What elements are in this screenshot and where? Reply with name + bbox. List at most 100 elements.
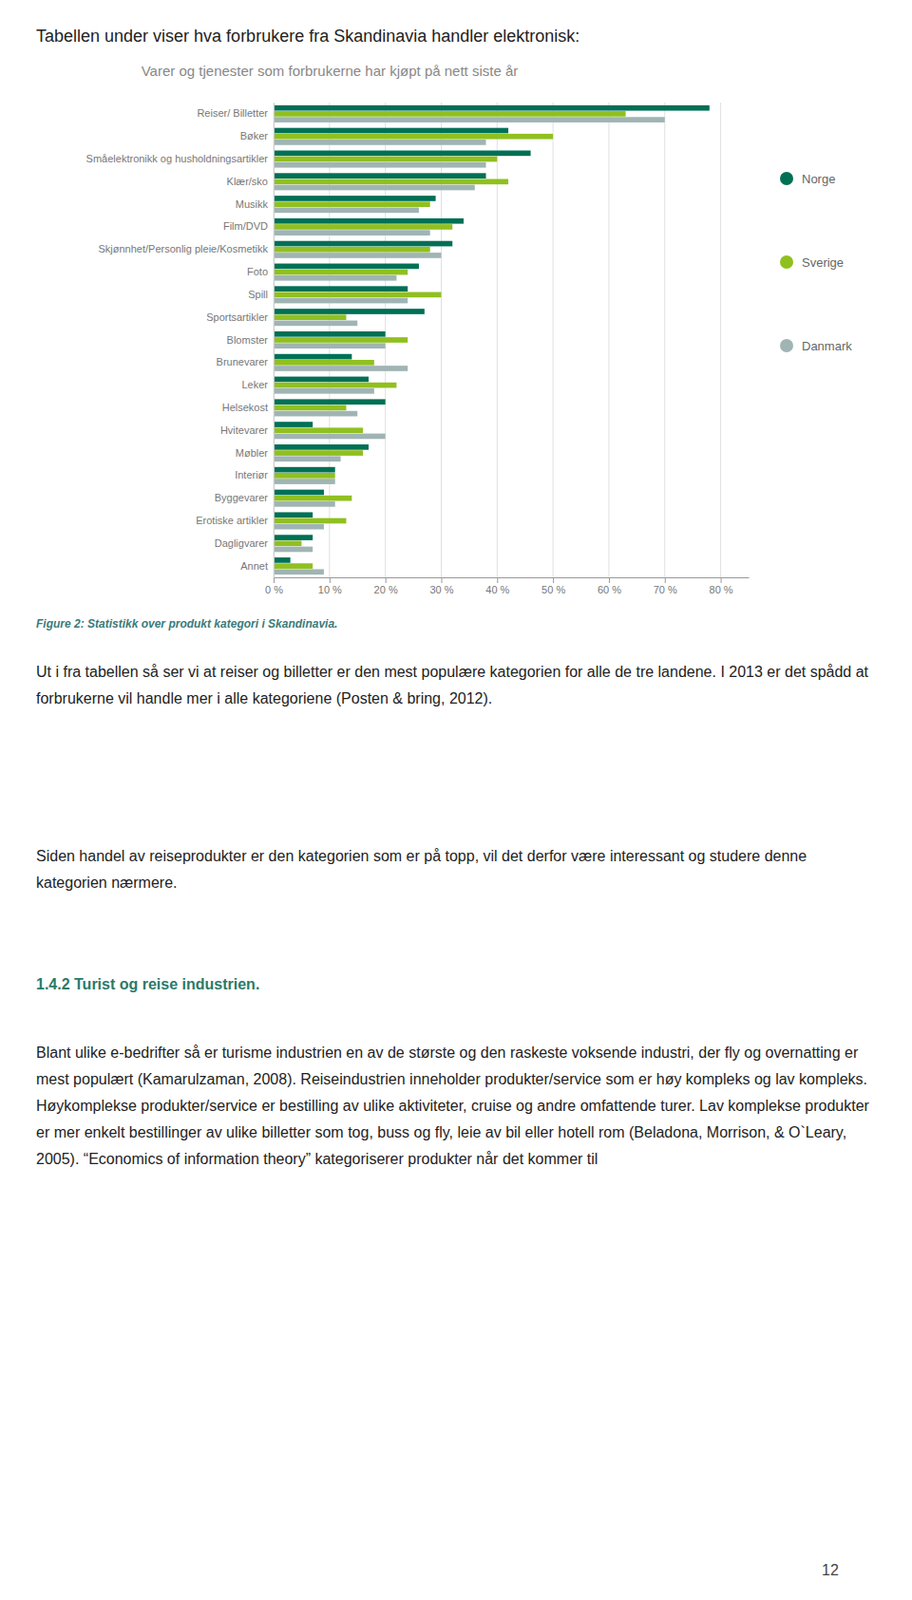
bar bbox=[273, 405, 346, 412]
chart-title: Varer og tjenester som forbrukerne har k… bbox=[141, 62, 519, 79]
y-tick: Bøker bbox=[240, 130, 269, 142]
y-tick: Leker bbox=[241, 379, 268, 391]
bar bbox=[273, 490, 324, 496]
bar bbox=[273, 105, 710, 112]
y-tick-label: Hvitevarer bbox=[220, 424, 268, 437]
bar bbox=[273, 337, 408, 343]
x-axis: 0 %10 %20 %30 %40 %50 %60 %70 %80 % bbox=[265, 577, 749, 596]
x-tick-mark bbox=[665, 577, 666, 584]
y-tick: Byggevarer bbox=[214, 492, 269, 504]
x-tick-label: 30 % bbox=[429, 584, 454, 596]
y-tick: Småelektronikk og husholdningsartikler bbox=[86, 152, 269, 165]
heading: Tabellen under viser hva forbrukere fra … bbox=[36, 26, 875, 47]
y-tick: Hvitevarer bbox=[220, 424, 268, 437]
grid-line bbox=[496, 102, 498, 578]
legend-swatch bbox=[779, 255, 794, 269]
y-axis: Reiser/ BilletterBøkerSmåelektronikk og … bbox=[86, 103, 275, 579]
bar bbox=[273, 308, 425, 315]
paragraph: Ut i fra tabellen så ser vi at reiser og… bbox=[36, 659, 875, 713]
bar bbox=[273, 377, 369, 383]
bar bbox=[273, 427, 363, 434]
x-tick-mark bbox=[440, 577, 442, 584]
bar bbox=[273, 224, 453, 230]
bar bbox=[273, 150, 532, 156]
bar-series bbox=[273, 116, 665, 575]
bar bbox=[273, 388, 375, 395]
bar bbox=[273, 411, 358, 418]
x-tick-label: 50 % bbox=[541, 584, 566, 596]
bar bbox=[273, 162, 487, 169]
bar bbox=[273, 298, 408, 304]
x-tick-mark bbox=[385, 577, 387, 584]
x-tick: 60 % bbox=[597, 577, 622, 596]
bar bbox=[273, 495, 352, 502]
bar bbox=[273, 540, 302, 547]
bar bbox=[273, 264, 419, 270]
legend-label: Danmark bbox=[801, 339, 853, 354]
legend-item: Danmark bbox=[779, 339, 853, 354]
x-tick: 50 % bbox=[541, 577, 566, 596]
x-tick-mark bbox=[329, 577, 331, 584]
y-tick: Spill bbox=[247, 288, 268, 301]
x-tick: 0 % bbox=[265, 577, 284, 596]
grid-line bbox=[552, 102, 554, 578]
y-tick-label: Spill bbox=[247, 288, 268, 301]
legend-item: Sverige bbox=[779, 255, 844, 270]
bar bbox=[273, 241, 453, 247]
bar bbox=[273, 133, 553, 140]
y-tick-label: Sportsartikler bbox=[206, 311, 268, 323]
y-tick: Helsekost bbox=[222, 401, 268, 414]
y-tick-label: Musikk bbox=[235, 198, 269, 210]
bar bbox=[273, 450, 363, 456]
legend-label: Norge bbox=[801, 171, 836, 187]
plot: 0 %10 %20 %30 %40 %50 %60 %70 %80 %Reise… bbox=[86, 102, 750, 596]
y-tick-label: Annet bbox=[240, 560, 268, 572]
bar bbox=[273, 365, 408, 372]
bar bbox=[273, 139, 487, 146]
bar bbox=[273, 178, 509, 185]
y-tick-label: Møbler bbox=[235, 447, 269, 459]
bar bbox=[273, 518, 346, 525]
x-tick: 10 % bbox=[318, 577, 342, 596]
y-tick: Interiør bbox=[234, 469, 268, 481]
grid-line bbox=[664, 102, 665, 578]
bar bbox=[273, 172, 487, 179]
bar bbox=[273, 512, 313, 518]
y-tick-label: Bøker bbox=[240, 130, 269, 142]
bar-series bbox=[273, 111, 627, 570]
bar bbox=[273, 467, 336, 474]
x-tick-label: 40 % bbox=[485, 584, 510, 596]
legend-item: Norge bbox=[779, 171, 836, 187]
bar bbox=[273, 185, 475, 191]
bar bbox=[273, 252, 441, 259]
y-tick: Dagligvarer bbox=[214, 537, 269, 550]
y-tick-label: Klær/sko bbox=[227, 175, 268, 188]
x-tick-mark bbox=[552, 577, 554, 584]
bar bbox=[273, 524, 324, 531]
x-tick-mark bbox=[608, 577, 610, 584]
legend-swatch bbox=[779, 171, 794, 186]
page-number: 12 bbox=[792, 1562, 869, 1580]
bar bbox=[273, 473, 336, 479]
bar bbox=[273, 116, 665, 123]
bar bbox=[273, 421, 313, 428]
x-tick: 20 % bbox=[374, 577, 399, 596]
y-tick: Blomster bbox=[227, 334, 269, 346]
x-tick-label: 0 % bbox=[265, 584, 284, 596]
y-tick-label: Skjønnhet/Personlig pleie/Kosmetikk bbox=[97, 243, 268, 255]
y-tick-label: Byggevarer bbox=[214, 492, 269, 504]
grid-line bbox=[273, 102, 275, 578]
x-tick: 40 % bbox=[485, 577, 510, 596]
caption: Figure 2: Statistikk over produkt katego… bbox=[36, 617, 875, 631]
y-tick-label: Helsekost bbox=[222, 401, 268, 414]
bar bbox=[273, 563, 313, 570]
chart: Varer og tjenester som forbrukerne har k… bbox=[0, 55, 912, 616]
bar bbox=[273, 275, 397, 282]
y-tick: Brunevarer bbox=[216, 356, 269, 368]
grid bbox=[273, 102, 722, 578]
legend-label: Sverige bbox=[801, 255, 844, 270]
bar-series bbox=[273, 105, 710, 564]
subheading: 1.4.2 Turist og reise industrien. bbox=[36, 976, 875, 994]
bar bbox=[273, 128, 509, 134]
y-tick-label: Foto bbox=[247, 266, 268, 278]
